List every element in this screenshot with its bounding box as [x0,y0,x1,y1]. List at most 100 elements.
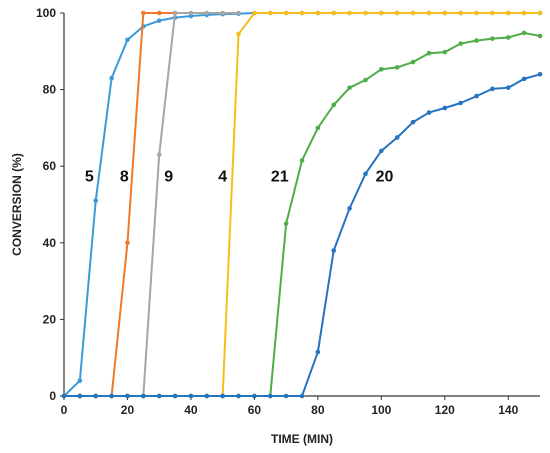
series-8-line [64,12,176,397]
series-label-8: 8 [120,169,129,186]
series-4-point [394,10,400,16]
series-20-point [426,110,432,115]
series-21-point [315,125,321,131]
series-4-point [537,10,543,16]
series-8-point [156,10,162,16]
series-21-point [379,67,384,72]
series-20-point [236,393,241,399]
series-4-point [299,10,305,16]
series-4-point [267,10,273,16]
series-4-point [283,10,289,16]
series-label-21: 21 [271,169,289,186]
series-20-point [347,206,352,211]
y-tick-label: 40 [43,236,57,250]
y-tick-label: 100 [36,6,56,20]
series-20-point [252,393,257,399]
series-4-point [426,10,432,16]
series-20-point [267,393,273,399]
series-8-point [125,240,130,246]
series-20-point [156,393,162,399]
series-9-point [236,10,241,16]
series-4-point [252,10,257,16]
series-label-9: 9 [164,169,173,186]
series-label-5: 5 [85,169,94,186]
series-21-point [521,30,527,36]
series-20-point [442,105,448,111]
y-axis-title: CONVERSION (%) [10,153,24,256]
series-21-point [490,36,495,41]
series-9-point [156,152,162,158]
series-20-point [299,393,305,399]
series-5-point [77,378,83,383]
series-4-point [410,10,416,16]
series-4-point [331,10,337,16]
series-20-point [331,248,337,253]
series-21-line [64,31,541,397]
series-9 [61,10,241,399]
series-5-point [93,198,99,203]
x-tick-label: 60 [248,403,262,417]
x-tick-label: 0 [61,403,68,417]
series-20-point [61,393,67,399]
x-axis-title: TIME (MIN) [271,432,333,446]
series-label-20: 20 [376,169,394,186]
series-20-point [505,85,511,90]
series-20-point [109,393,114,399]
series-9-point [172,10,178,16]
series-20-point [315,349,321,355]
series-5 [61,10,543,399]
series-20-point [220,393,225,399]
series-5-point [156,18,162,23]
series-21-point [426,50,432,56]
series-4-point [236,31,241,37]
series-4-line [64,12,540,397]
series-21-point [347,85,352,90]
series-5-line [63,12,540,397]
series-21-point [474,38,479,43]
series-20-point [125,393,130,399]
series-21-point [394,65,400,70]
series-4-point [490,10,495,16]
series-4-point [442,10,448,16]
series-4-point [363,10,368,16]
series-4-point [474,10,479,16]
y-tick-label: 60 [43,159,57,173]
series-20-point [77,393,83,399]
series-20-point [172,393,178,399]
series-21-point [363,77,368,83]
y-tick-label: 80 [43,83,57,97]
series-21-point [410,59,416,65]
x-tick-label: 100 [371,403,391,417]
y-tick-label: 0 [49,389,56,403]
series-9-point [204,10,210,16]
series-20-point [410,119,416,125]
series-20-point [490,86,495,92]
series-20-point [458,100,463,106]
series-20-point [474,93,479,99]
series-20-point [363,171,368,177]
series-8 [61,10,178,399]
x-tick-label: 120 [435,403,455,417]
axes-layer: 0 20 40 60 80 100 120 140 0 20 40 60 80 100 [36,6,540,417]
series-20-point [521,76,527,82]
series-layer [61,10,543,399]
series-4 [61,10,543,399]
series-21-point [283,221,289,226]
y-tick-label: 20 [43,312,57,326]
series-21-point [505,35,511,40]
x-tick-label: 40 [184,403,198,417]
series-21-point [331,102,337,108]
series-4-point [347,10,352,16]
series-21 [61,30,543,399]
series-21-point [458,41,463,46]
series-9-point [188,10,194,16]
series-9-line [64,12,239,397]
series-9-point [220,10,225,16]
series-20-point [394,135,400,140]
series-4-point [521,10,527,16]
x-tick-label: 140 [498,403,518,417]
series-21-point [299,158,305,163]
series-labels-layer: 5 8 9 4 21 20 [85,169,394,186]
